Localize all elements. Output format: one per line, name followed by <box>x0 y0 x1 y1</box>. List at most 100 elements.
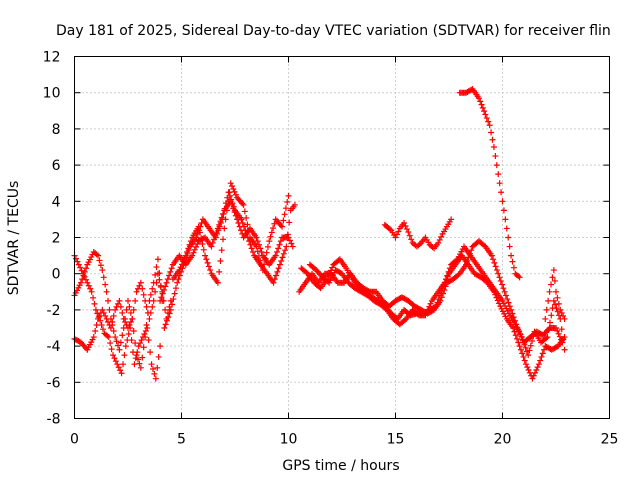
data-point <box>443 276 450 283</box>
data-point <box>117 303 124 310</box>
data-point <box>194 241 201 248</box>
data-point <box>284 231 291 238</box>
data-point <box>125 325 131 331</box>
data-point <box>107 340 114 347</box>
data-point <box>526 347 533 354</box>
data-point <box>275 265 282 272</box>
data-point <box>148 361 155 368</box>
data-point <box>79 276 86 283</box>
data-point <box>110 352 117 359</box>
data-point <box>475 95 482 102</box>
data-point <box>117 367 124 374</box>
data-point <box>227 180 234 187</box>
data-point <box>479 104 486 111</box>
data-point <box>162 283 169 290</box>
data-point <box>548 281 555 288</box>
data-point <box>561 315 568 322</box>
data-point <box>77 264 84 271</box>
data-point <box>527 342 534 349</box>
data-point <box>483 115 490 122</box>
data-point <box>499 281 506 288</box>
data-point <box>257 257 264 264</box>
data-point <box>109 318 116 325</box>
data-point <box>205 263 212 270</box>
data-point <box>220 210 227 217</box>
data-point <box>220 236 227 243</box>
data-point <box>554 294 561 301</box>
data-point <box>175 276 182 283</box>
data-point <box>555 300 562 307</box>
data-point <box>125 297 131 304</box>
data-point <box>276 241 283 248</box>
plot-frame <box>74 56 610 419</box>
data-point <box>120 361 127 368</box>
data-point <box>516 343 523 350</box>
data-point <box>273 272 280 279</box>
data-point <box>85 282 92 289</box>
data-point <box>286 219 293 226</box>
data-point <box>212 234 219 241</box>
data-point <box>147 291 154 298</box>
data-point <box>214 230 221 237</box>
y-tick-label: -2 <box>47 303 61 319</box>
data-point <box>152 375 159 382</box>
data-point <box>217 220 224 227</box>
data-point <box>143 303 150 310</box>
data-point <box>129 315 136 322</box>
data-point <box>120 315 127 322</box>
data-point <box>272 252 279 259</box>
y-axis-label: SDTVAR / TECUs <box>6 181 22 296</box>
data-point <box>423 309 430 316</box>
data-point <box>243 214 250 221</box>
data-point <box>230 185 237 192</box>
data-point <box>521 341 528 348</box>
data-point <box>140 291 147 298</box>
data-point <box>132 340 139 347</box>
data-point <box>280 217 287 224</box>
data-point <box>275 245 282 252</box>
data-point <box>258 248 265 255</box>
data-point <box>515 339 522 346</box>
data-point <box>490 144 497 150</box>
data-point <box>529 375 536 382</box>
data-point <box>127 309 134 316</box>
data-point <box>546 288 553 295</box>
data-point <box>216 223 223 230</box>
series-s1 <box>71 252 164 382</box>
data-point <box>187 238 194 245</box>
data-point <box>505 299 512 306</box>
data-point <box>283 243 290 250</box>
data-point <box>113 338 120 345</box>
data-point <box>110 328 117 335</box>
data-point <box>112 334 119 341</box>
data-point <box>123 306 130 313</box>
data-point <box>158 294 165 301</box>
data-point <box>115 342 122 349</box>
data-point <box>191 246 198 253</box>
data-point <box>282 247 289 254</box>
data-point <box>128 337 135 344</box>
data-point <box>127 318 134 325</box>
data-point <box>542 315 549 322</box>
data-point <box>157 297 164 304</box>
data-point <box>174 279 181 286</box>
data-point <box>427 300 434 307</box>
data-point <box>508 306 515 313</box>
data-point <box>438 233 445 240</box>
data-point <box>172 285 179 292</box>
data-point <box>242 227 249 234</box>
data-point <box>163 279 170 286</box>
data-point <box>284 199 291 206</box>
data-point <box>193 243 200 250</box>
data-point <box>545 326 552 333</box>
data-point <box>453 257 460 264</box>
data-point <box>497 277 504 284</box>
data-point <box>498 189 505 196</box>
data-point <box>99 306 106 313</box>
data-point <box>393 231 400 238</box>
data-point <box>159 290 166 297</box>
data-point <box>499 198 506 205</box>
data-point <box>152 271 159 278</box>
data-point <box>554 327 561 334</box>
data-point <box>196 229 203 236</box>
